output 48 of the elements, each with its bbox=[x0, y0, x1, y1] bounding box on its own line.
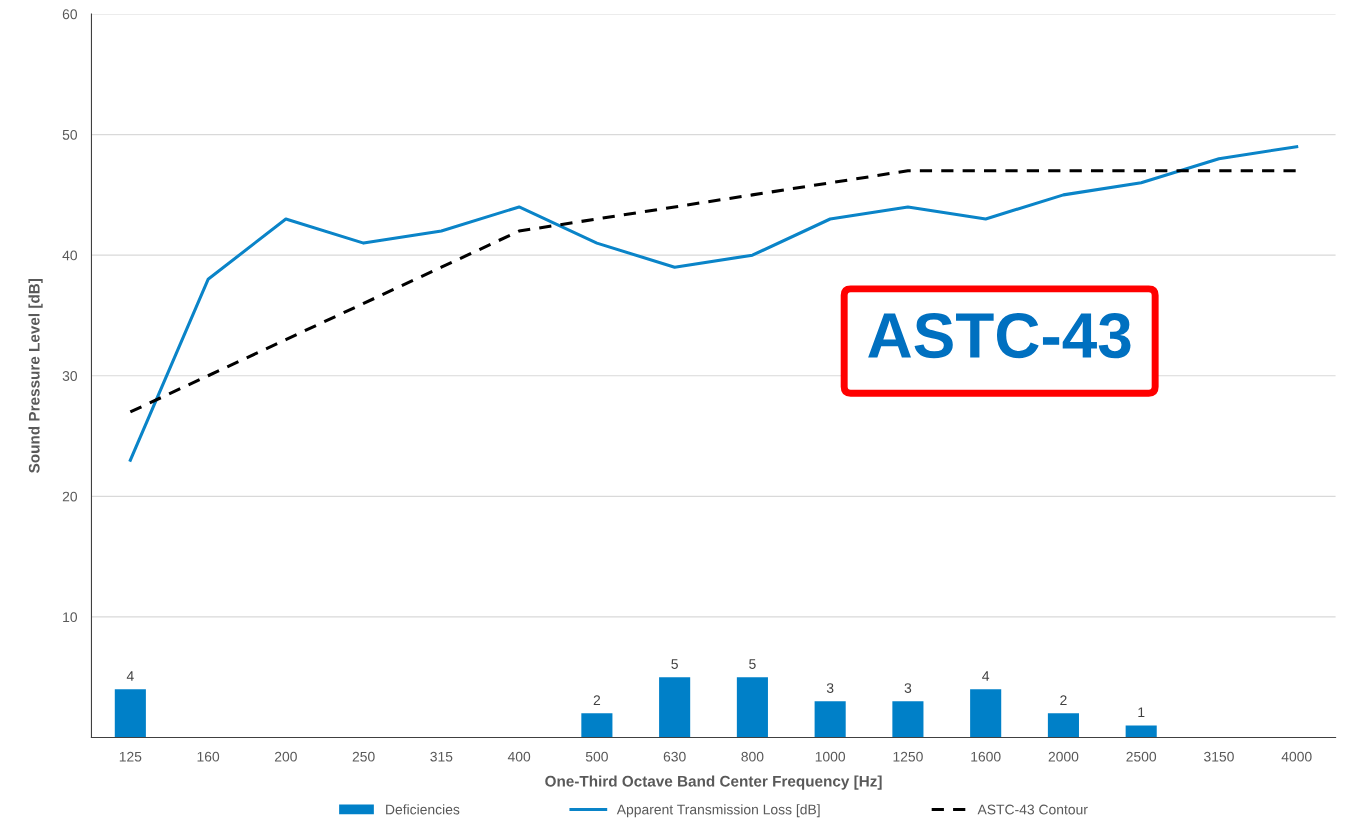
legend-label: Deficiencies bbox=[386, 804, 460, 815]
bar bbox=[581, 713, 613, 738]
bar bbox=[1125, 725, 1157, 738]
x-tick-label: 250 bbox=[352, 751, 375, 762]
x-tick-label: 200 bbox=[274, 751, 297, 762]
data-label: 4 bbox=[982, 671, 990, 681]
line-series bbox=[128, 145, 1299, 462]
data-label: 1 bbox=[1138, 707, 1145, 717]
data-label: 2 bbox=[1060, 695, 1067, 705]
data-label: 3 bbox=[904, 683, 912, 694]
y-tick-label: 30 bbox=[62, 371, 78, 381]
x-tick-label: 1000 bbox=[815, 751, 846, 762]
x-tick-label: 1600 bbox=[971, 751, 1001, 762]
legend-label: ASTC-43 Contour bbox=[977, 804, 1088, 815]
bar bbox=[114, 689, 146, 738]
data-label: 5 bbox=[749, 659, 756, 669]
x-tick-label: 400 bbox=[507, 751, 531, 762]
x-tick-label: 4000 bbox=[1281, 751, 1312, 762]
y-tick-label: 10 bbox=[63, 612, 78, 623]
data-label: 2 bbox=[593, 695, 601, 705]
x-tick-label: 630 bbox=[663, 751, 686, 762]
x-tick-label: 1250 bbox=[893, 751, 923, 762]
bar bbox=[736, 677, 768, 738]
x-tick-label: 500 bbox=[585, 751, 608, 762]
line-series bbox=[128, 169, 1299, 414]
bar bbox=[659, 677, 691, 738]
y-tick-label: 50 bbox=[62, 129, 78, 140]
x-tick-label: 160 bbox=[197, 751, 220, 762]
x-tick-label: 2000 bbox=[1048, 751, 1079, 762]
x-tick-label: 315 bbox=[430, 751, 453, 762]
y-tick-label: 60 bbox=[62, 9, 78, 20]
annotation: ASTC-43 bbox=[868, 312, 1131, 359]
y-tick-label: 40 bbox=[62, 250, 78, 261]
bar bbox=[970, 689, 1002, 738]
data-label: 5 bbox=[671, 659, 678, 669]
y-axis-title: Sound Pressure Level [dB] bbox=[28, 278, 43, 473]
x-tick-label: 125 bbox=[119, 751, 142, 762]
x-tick-label: 2500 bbox=[1126, 751, 1157, 762]
x-tick-label: 3150 bbox=[1204, 751, 1234, 762]
bar bbox=[892, 701, 924, 738]
y-tick-label: 20 bbox=[62, 491, 78, 502]
legend-label: Apparent Transmission Loss [dB] bbox=[616, 804, 820, 818]
bar bbox=[1047, 713, 1079, 738]
data-label: 4 bbox=[126, 671, 134, 681]
data-label: 3 bbox=[826, 683, 834, 694]
x-axis-title: One-Third Octave Band Center Frequency [Hz] bbox=[545, 775, 882, 790]
x-tick-label: 800 bbox=[741, 751, 764, 762]
bar bbox=[814, 701, 846, 738]
